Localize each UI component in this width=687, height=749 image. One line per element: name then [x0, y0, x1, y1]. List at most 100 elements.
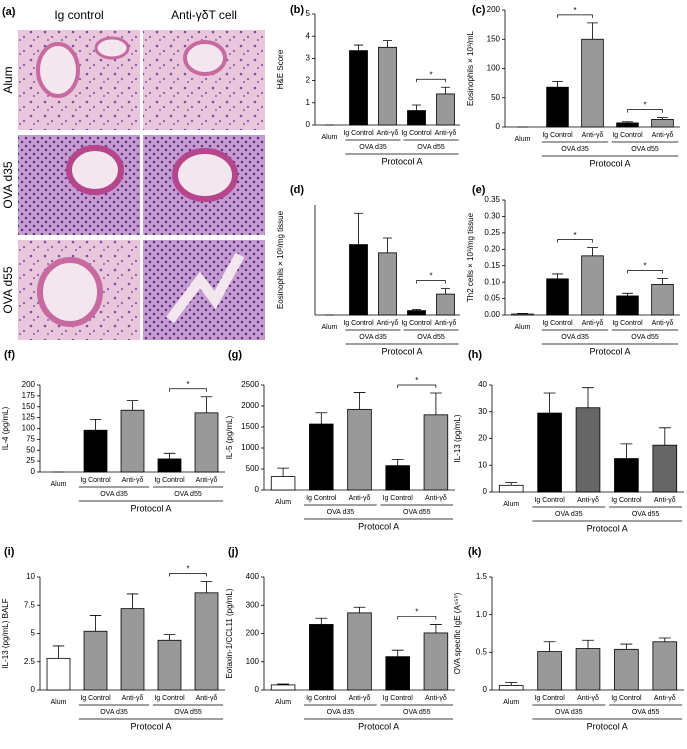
x-tick-label: Anti-γδ: [582, 132, 604, 139]
x-axis-label: Protocol A: [589, 346, 630, 356]
error-bar: [622, 121, 633, 123]
error-bar: [620, 443, 633, 459]
error-bar: [383, 40, 392, 48]
y-tick-label: 2: [306, 76, 311, 85]
y-tick-label: 25: [26, 456, 35, 465]
x-tick-label: Ig Control: [306, 495, 337, 502]
x-axis-label: Protocol A: [381, 346, 422, 356]
bar: [575, 648, 601, 691]
y-tick-label: 175: [22, 391, 36, 400]
x-tick-label: Ig Control: [542, 132, 573, 139]
y-tick-label: 0.15: [484, 261, 500, 270]
panel-label: (i): [4, 546, 15, 558]
bar: [614, 648, 639, 691]
bar: [511, 313, 534, 316]
y-tick-label: 150: [22, 402, 36, 411]
y-tick-label: 1.5: [476, 572, 488, 581]
bar: [546, 278, 569, 316]
error-bar: [126, 593, 139, 609]
x-axis-label: Protocol A: [130, 721, 171, 731]
significance-bracket: [627, 270, 663, 274]
y-tick-label: 0: [31, 685, 36, 694]
y-tick-label: 30: [478, 407, 487, 416]
group-label: OVA d35: [359, 144, 387, 151]
significance-bracket: [557, 239, 593, 243]
bar: [157, 458, 182, 473]
significance-bracket: [169, 573, 207, 577]
y-tick-label: 1500: [241, 422, 259, 431]
x-tick-label: Anti-γδ: [349, 695, 371, 702]
x-tick-label: Alum: [515, 136, 531, 143]
y-tick-label: 0: [496, 122, 501, 131]
x-tick-label: Anti-γδ: [349, 495, 371, 502]
bar: [349, 244, 368, 316]
bar: [194, 592, 219, 691]
y-tick-label: 50: [491, 93, 500, 102]
y-tick-label: 500: [246, 464, 260, 473]
group-label: OVA d55: [632, 511, 660, 518]
y-tick-label: 100: [246, 657, 260, 666]
y-axis-label: OVA specific IgE (A⁴⁵⁰): [453, 592, 462, 674]
bar: [575, 407, 601, 493]
y-tick-label: 0.20: [484, 244, 500, 253]
error-bar: [89, 418, 102, 431]
y-tick-label: 0.25: [484, 228, 500, 237]
x-tick-label: Anti-γδ: [652, 132, 674, 139]
x-tick-label: Anti-γδ: [425, 495, 447, 502]
bar: [581, 255, 604, 316]
y-axis-label: IL-5 (pg/mL): [225, 415, 234, 459]
bar: [385, 465, 410, 491]
x-axis-label: Protocol A: [587, 523, 628, 533]
error-bar: [587, 22, 598, 40]
significance-bracket: [416, 280, 446, 284]
y-tick-label: 0.5: [476, 647, 488, 656]
error-bar: [354, 44, 363, 51]
bar: [309, 423, 334, 491]
row-header: Alum: [1, 66, 15, 93]
bar: [194, 412, 219, 473]
error-bar: [315, 412, 328, 425]
x-tick-label: Anti-γδ: [122, 477, 144, 484]
bar: [270, 684, 296, 691]
significance-bracket: [397, 616, 437, 620]
y-tick-label: 3: [306, 54, 311, 63]
significance-bracket: [627, 109, 663, 113]
panel-label: (c): [472, 4, 486, 16]
y-tick-label: 0: [255, 685, 260, 694]
error-bar: [200, 396, 213, 413]
histology-images: [18, 30, 265, 340]
bar: [436, 293, 455, 316]
error-bar: [163, 452, 176, 459]
significance-label: *: [643, 101, 646, 110]
x-tick-label: Anti-γδ: [654, 695, 676, 702]
significance-label: *: [573, 231, 576, 240]
bar: [309, 624, 334, 691]
bar: [616, 295, 639, 316]
y-axis-label: IL-13 (pg/mL) BALF: [1, 598, 10, 668]
bar: [423, 414, 449, 491]
bar: [347, 408, 372, 491]
y-tick-label: 300: [246, 600, 260, 609]
error-bar: [277, 683, 290, 685]
x-tick-label: Anti-γδ: [377, 320, 399, 327]
y-tick-label: 150: [487, 34, 501, 43]
error-bar: [441, 288, 450, 295]
error-bar: [354, 212, 363, 245]
x-tick-label: Anti-γδ: [196, 477, 218, 484]
panel-label: (j): [228, 546, 239, 558]
airway: [183, 40, 227, 76]
significance-label: *: [415, 608, 418, 617]
y-tick-label: 0: [483, 685, 488, 694]
error-bar: [587, 247, 598, 256]
panel-label: (e): [472, 184, 486, 196]
error-bar: [441, 86, 450, 94]
x-tick-label: Ig Control: [612, 320, 643, 327]
error-bar: [353, 606, 366, 613]
airway: [37, 257, 103, 327]
error-bar: [353, 392, 366, 410]
x-tick-label: Anti-γδ: [377, 130, 399, 137]
group-label: OVA d55: [417, 144, 445, 151]
error-bar: [315, 617, 328, 625]
error-bar: [412, 104, 421, 111]
panel-label: (h): [468, 349, 482, 361]
